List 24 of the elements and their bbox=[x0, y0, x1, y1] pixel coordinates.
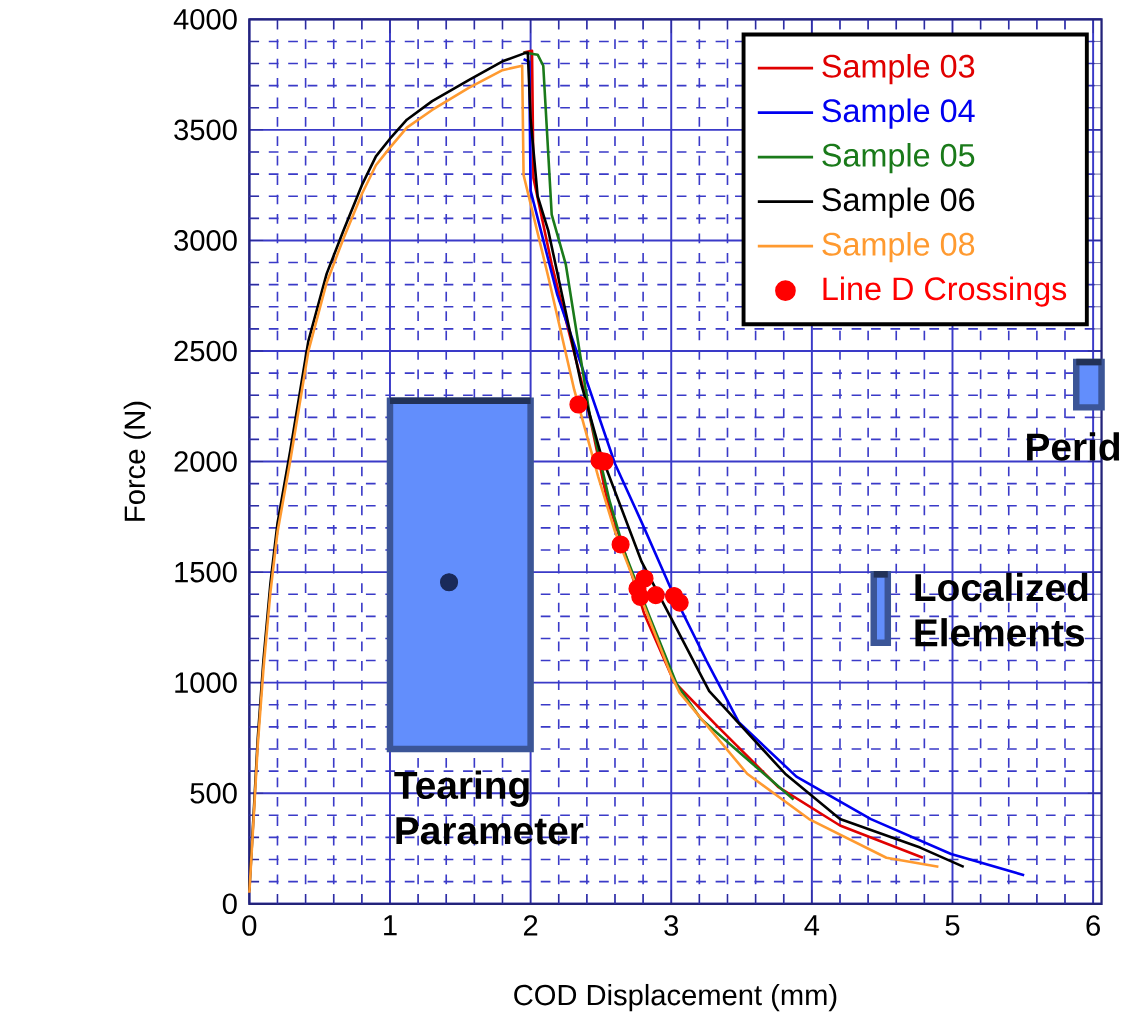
legend-label: Sample 04 bbox=[822, 98, 975, 129]
legend-label: Sample 03 bbox=[822, 53, 975, 84]
x-tick-label: 5 bbox=[945, 915, 960, 936]
y-tick-label: 4000 bbox=[173, 8, 237, 30]
x-tick-label: 0 bbox=[242, 915, 257, 936]
x-tick-label: 4 bbox=[804, 915, 820, 936]
y-tick-label: 1000 bbox=[175, 672, 237, 693]
legend-label: Line D Crossings bbox=[823, 276, 1067, 307]
y-tick-label: 3000 bbox=[174, 229, 237, 251]
y-tick-label: 2000 bbox=[174, 451, 237, 472]
x-tick-label: 1 bbox=[384, 915, 397, 936]
y-tick-label: 2500 bbox=[174, 340, 237, 362]
x-tick-label: 3 bbox=[664, 915, 679, 936]
y-tick-label: 500 bbox=[190, 782, 237, 804]
legend-label: Sample 05 bbox=[822, 142, 975, 173]
y-tick-label: 0 bbox=[222, 893, 237, 914]
y-axis-title: Force (N) bbox=[123, 401, 151, 521]
x-tick-label: 6 bbox=[1086, 915, 1100, 936]
legend-label: Sample 08 bbox=[822, 231, 975, 263]
legend-label: Sample 06 bbox=[822, 187, 975, 218]
y-tick-label: 1500 bbox=[175, 561, 237, 583]
x-tick-label: 2 bbox=[523, 915, 538, 936]
y-tick-label: 3500 bbox=[174, 119, 237, 141]
x-axis-title: COD Displacement (mm) bbox=[514, 983, 837, 1011]
